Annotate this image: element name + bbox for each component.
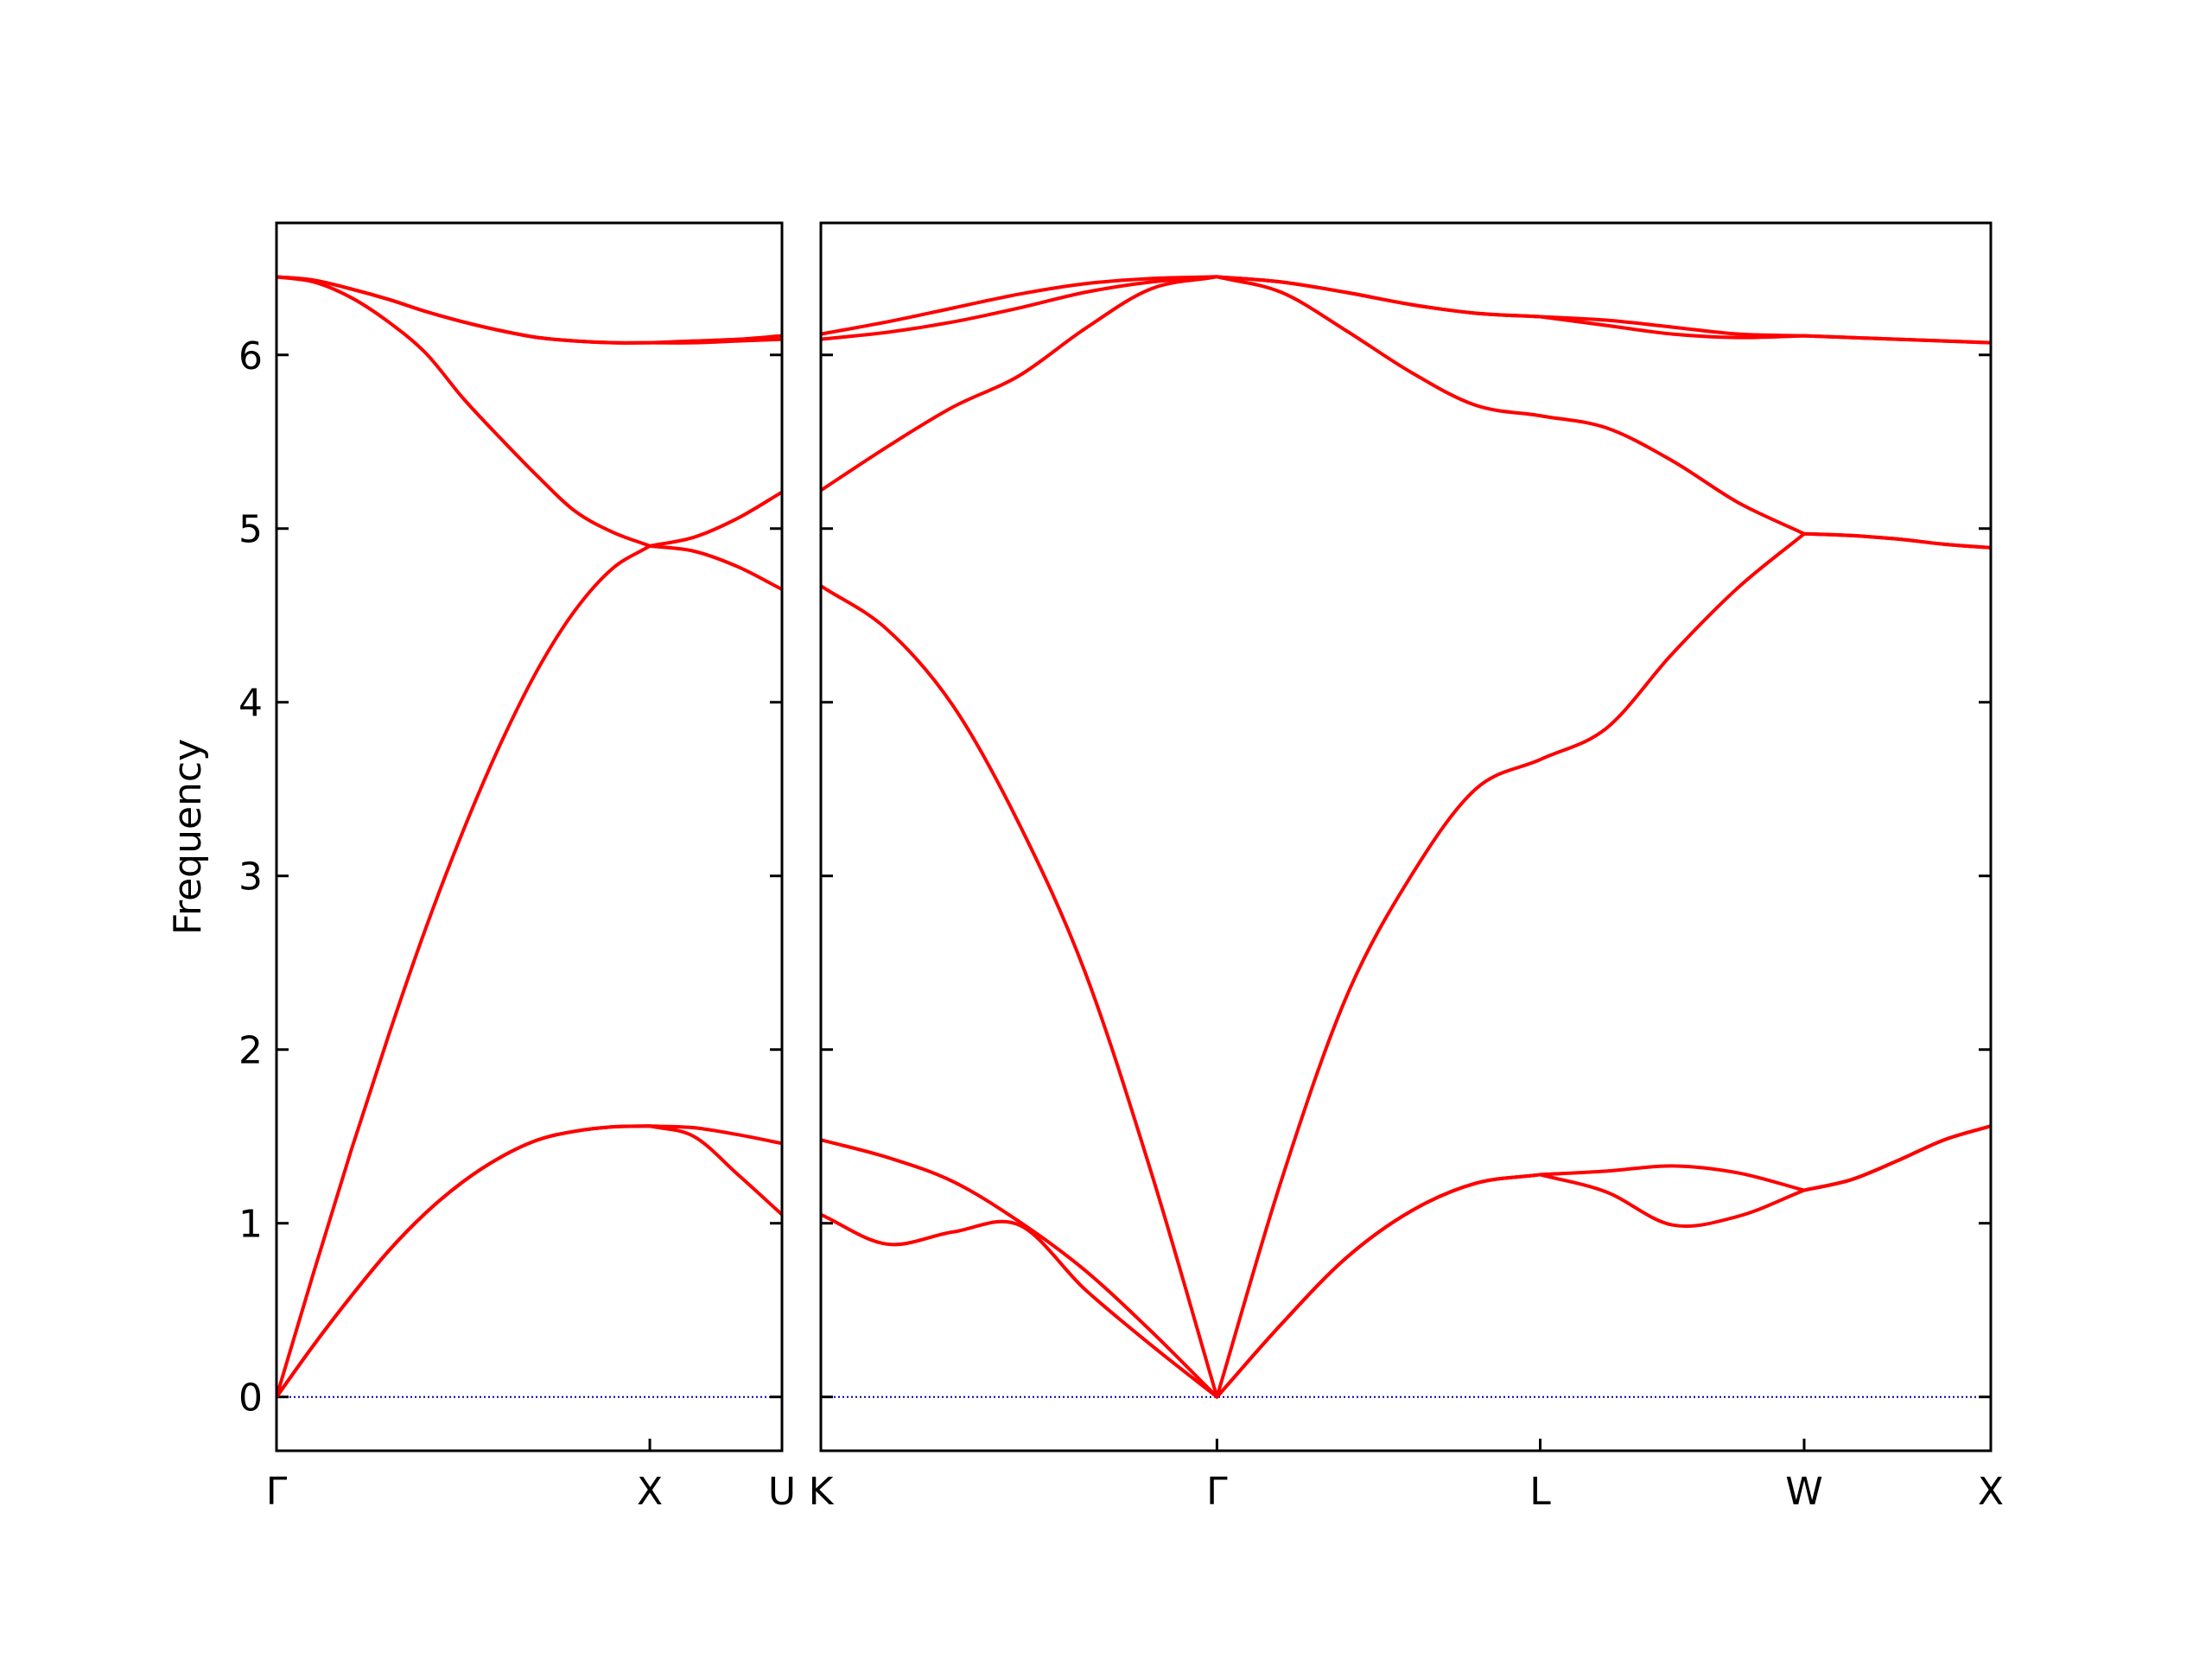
- x-tick-label: Γ: [266, 1470, 288, 1514]
- plot-area: [276, 275, 782, 1398]
- axes-frame: [819, 221, 1993, 1452]
- plot-area: [821, 275, 1991, 1399]
- y-tick-label: 0: [238, 1376, 263, 1421]
- x-tick-label: X: [637, 1470, 663, 1514]
- x-tick-label: K: [809, 1470, 835, 1514]
- band-line: [276, 543, 782, 1398]
- axes-frame: [275, 221, 784, 1452]
- x-tick-label: X: [1978, 1470, 2004, 1514]
- x-tick-label: U: [768, 1470, 796, 1514]
- band-line: [821, 531, 1991, 1399]
- x-tick-label: W: [1785, 1470, 1823, 1514]
- y-tick-label: 3: [238, 855, 263, 899]
- band-line: [276, 275, 782, 548]
- band-line: [276, 275, 782, 345]
- y-tick-label: 1: [238, 1203, 263, 1247]
- band-line: [821, 275, 1991, 345]
- y-tick-label: 5: [238, 508, 263, 552]
- y-tick-label: 4: [238, 682, 263, 726]
- band-line: [821, 1124, 1991, 1399]
- band-line: [821, 275, 1991, 550]
- x-tick-label: Γ: [1206, 1470, 1228, 1514]
- x-tick-label: L: [1529, 1470, 1551, 1514]
- y-axis-label: Frequency: [166, 739, 210, 935]
- y-tick-label: 2: [238, 1029, 263, 1073]
- band-line: [276, 1124, 782, 1398]
- y-tick-label: 6: [238, 334, 263, 378]
